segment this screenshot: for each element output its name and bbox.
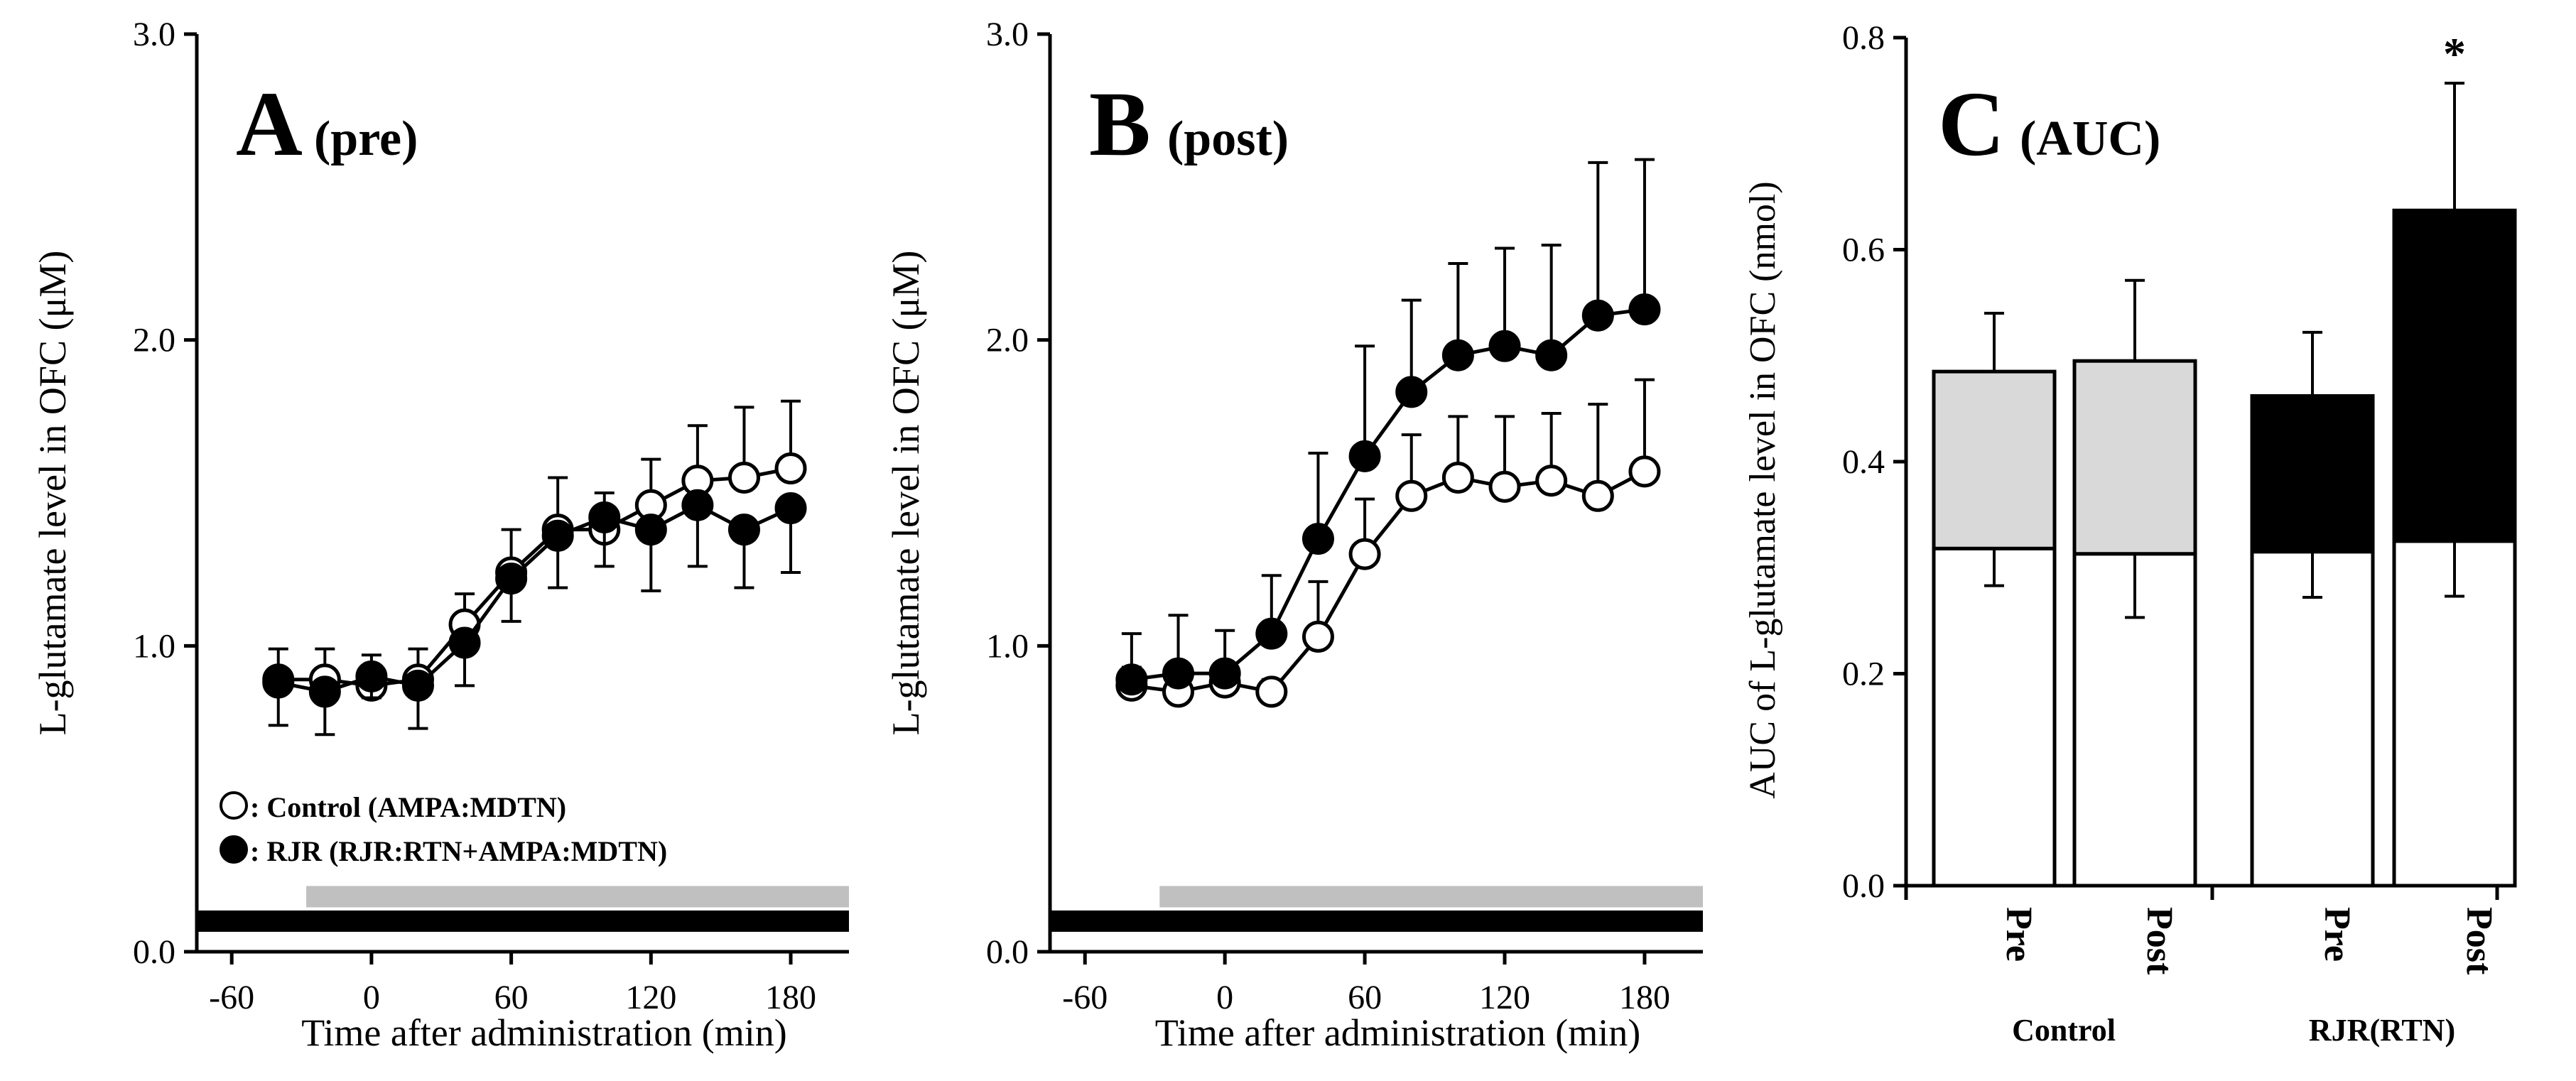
series-line-rjr — [1131, 308, 1645, 682]
rjr-point — [1162, 657, 1195, 690]
rjr-point — [588, 501, 621, 533]
x-tick-label: 0 — [1216, 979, 1233, 1016]
y-tick-label: 0.4 — [1842, 443, 1885, 481]
series-line-control — [278, 467, 791, 688]
y-tick-label: 1.0 — [133, 627, 175, 665]
legend-label: : RJR (RJR:RTN+AMPA:MDTN) — [250, 835, 667, 867]
x-tick-label: 60 — [494, 979, 529, 1016]
rjr-point — [1115, 663, 1148, 696]
legend-label: : Control (AMPA:MDTN) — [250, 791, 566, 823]
rjr-point — [495, 563, 528, 595]
series-line-rjr — [278, 503, 792, 694]
bar-top-segment — [1932, 369, 2057, 550]
x-tick-label: 0 — [363, 979, 380, 1016]
rjr-point — [681, 489, 714, 521]
y-axis-label: AUC of L-glutamate level in OFC (nmol) — [1743, 181, 1783, 798]
x-category-label: Post — [2139, 907, 2180, 975]
significance-marker: * — [2443, 28, 2466, 79]
control-point — [1395, 479, 1428, 512]
control-point — [1348, 538, 1381, 570]
y-tick-label: 3.0 — [986, 16, 1029, 53]
bar-top-segment — [2392, 208, 2517, 543]
y-tick-label: 0.0 — [1842, 867, 1885, 905]
treatment-bar-black — [1050, 910, 1703, 932]
y-axis-label: L-glutamate level in OFC (μM) — [31, 251, 74, 736]
x-tick-label: 120 — [625, 979, 676, 1016]
x-tick-label: -60 — [209, 979, 254, 1016]
panel-title: (post) — [1167, 112, 1289, 166]
control-point — [774, 452, 807, 485]
legend-marker-control — [220, 791, 248, 820]
y-tick-label: 2.0 — [133, 322, 175, 359]
rjr-point — [1628, 293, 1661, 326]
rjr-point — [541, 519, 574, 552]
rjr-point — [1395, 376, 1428, 408]
rjr-point — [1301, 523, 1334, 555]
rjr-point — [1581, 299, 1614, 332]
treatment-bar-gray — [1159, 886, 1703, 908]
rjr-point — [448, 626, 481, 659]
control-point — [727, 461, 760, 494]
series-line-control — [1131, 469, 1646, 694]
x-category-label: Pre — [2317, 907, 2357, 962]
rjr-point — [1208, 657, 1241, 690]
bar-baseline-segment — [2250, 550, 2375, 888]
treatment-bar-black — [197, 910, 849, 932]
rjr-point — [401, 669, 434, 702]
x-tick-label: 60 — [1348, 979, 1382, 1016]
rjr-point — [1441, 339, 1474, 371]
x-tick-label: 120 — [1479, 979, 1530, 1016]
control-point — [1255, 675, 1288, 708]
panel-label: B — [1089, 73, 1151, 175]
rjr-point — [1488, 330, 1521, 362]
bar-baseline-segment — [1932, 546, 2057, 888]
control-point — [1441, 461, 1474, 494]
x-category-label: Post — [2459, 907, 2499, 975]
y-tick-label: 3.0 — [133, 16, 175, 53]
y-tick-label: 2.0 — [986, 322, 1029, 359]
panel-title: (AUC) — [2020, 112, 2160, 166]
panel-c-bar-chart: 0.0 0.2 0.4 0.6 0.8 AUC of L-glutamate level … — [1743, 19, 2517, 1048]
group-label-rjr: RJR(RTN) — [2309, 1013, 2455, 1048]
y-tick-label: 1.0 — [986, 627, 1029, 665]
rjr-point — [1535, 339, 1568, 371]
control-point — [1301, 620, 1334, 653]
group-label-control: Control — [2012, 1013, 2116, 1048]
y-axis-label: L-glutamate level in OFC (μM) — [884, 251, 927, 736]
rjr-point — [262, 666, 295, 699]
control-point — [1488, 470, 1521, 503]
panel-title: (pre) — [314, 112, 418, 166]
rjr-point — [308, 675, 341, 708]
rjr-point — [1255, 617, 1288, 650]
control-point — [1581, 479, 1614, 512]
rjr-point — [355, 660, 388, 692]
y-tick-label: 0.8 — [1842, 19, 1885, 57]
rjr-point — [1348, 440, 1381, 472]
bar-top-segment — [2250, 393, 2375, 554]
x-axis-label: Time after administration (min) — [301, 1011, 786, 1054]
bar-top-segment — [2072, 359, 2197, 556]
x-tick-label: -60 — [1062, 979, 1108, 1016]
y-tick-label: 0.0 — [133, 933, 175, 971]
control-point — [1628, 455, 1661, 488]
x-category-label: Pre — [1998, 907, 2039, 962]
legend-marker-rjr — [220, 835, 248, 864]
panel-label: C — [1938, 73, 2005, 175]
x-tick-label: 180 — [1619, 979, 1670, 1016]
rjr-point — [727, 514, 760, 546]
rjr-point — [774, 492, 807, 525]
y-tick-label: 0.0 — [986, 933, 1029, 971]
panel-label: A — [236, 73, 303, 175]
control-point — [1535, 465, 1568, 497]
x-tick-label: 180 — [765, 979, 816, 1016]
rjr-point — [634, 514, 667, 546]
y-tick-label: 0.2 — [1842, 656, 1885, 693]
bar-baseline-segment — [2392, 539, 2517, 888]
treatment-bar-gray — [306, 886, 849, 908]
x-axis-label: Time after administration (min) — [1155, 1011, 1640, 1054]
y-tick-label: 0.6 — [1842, 232, 1885, 269]
